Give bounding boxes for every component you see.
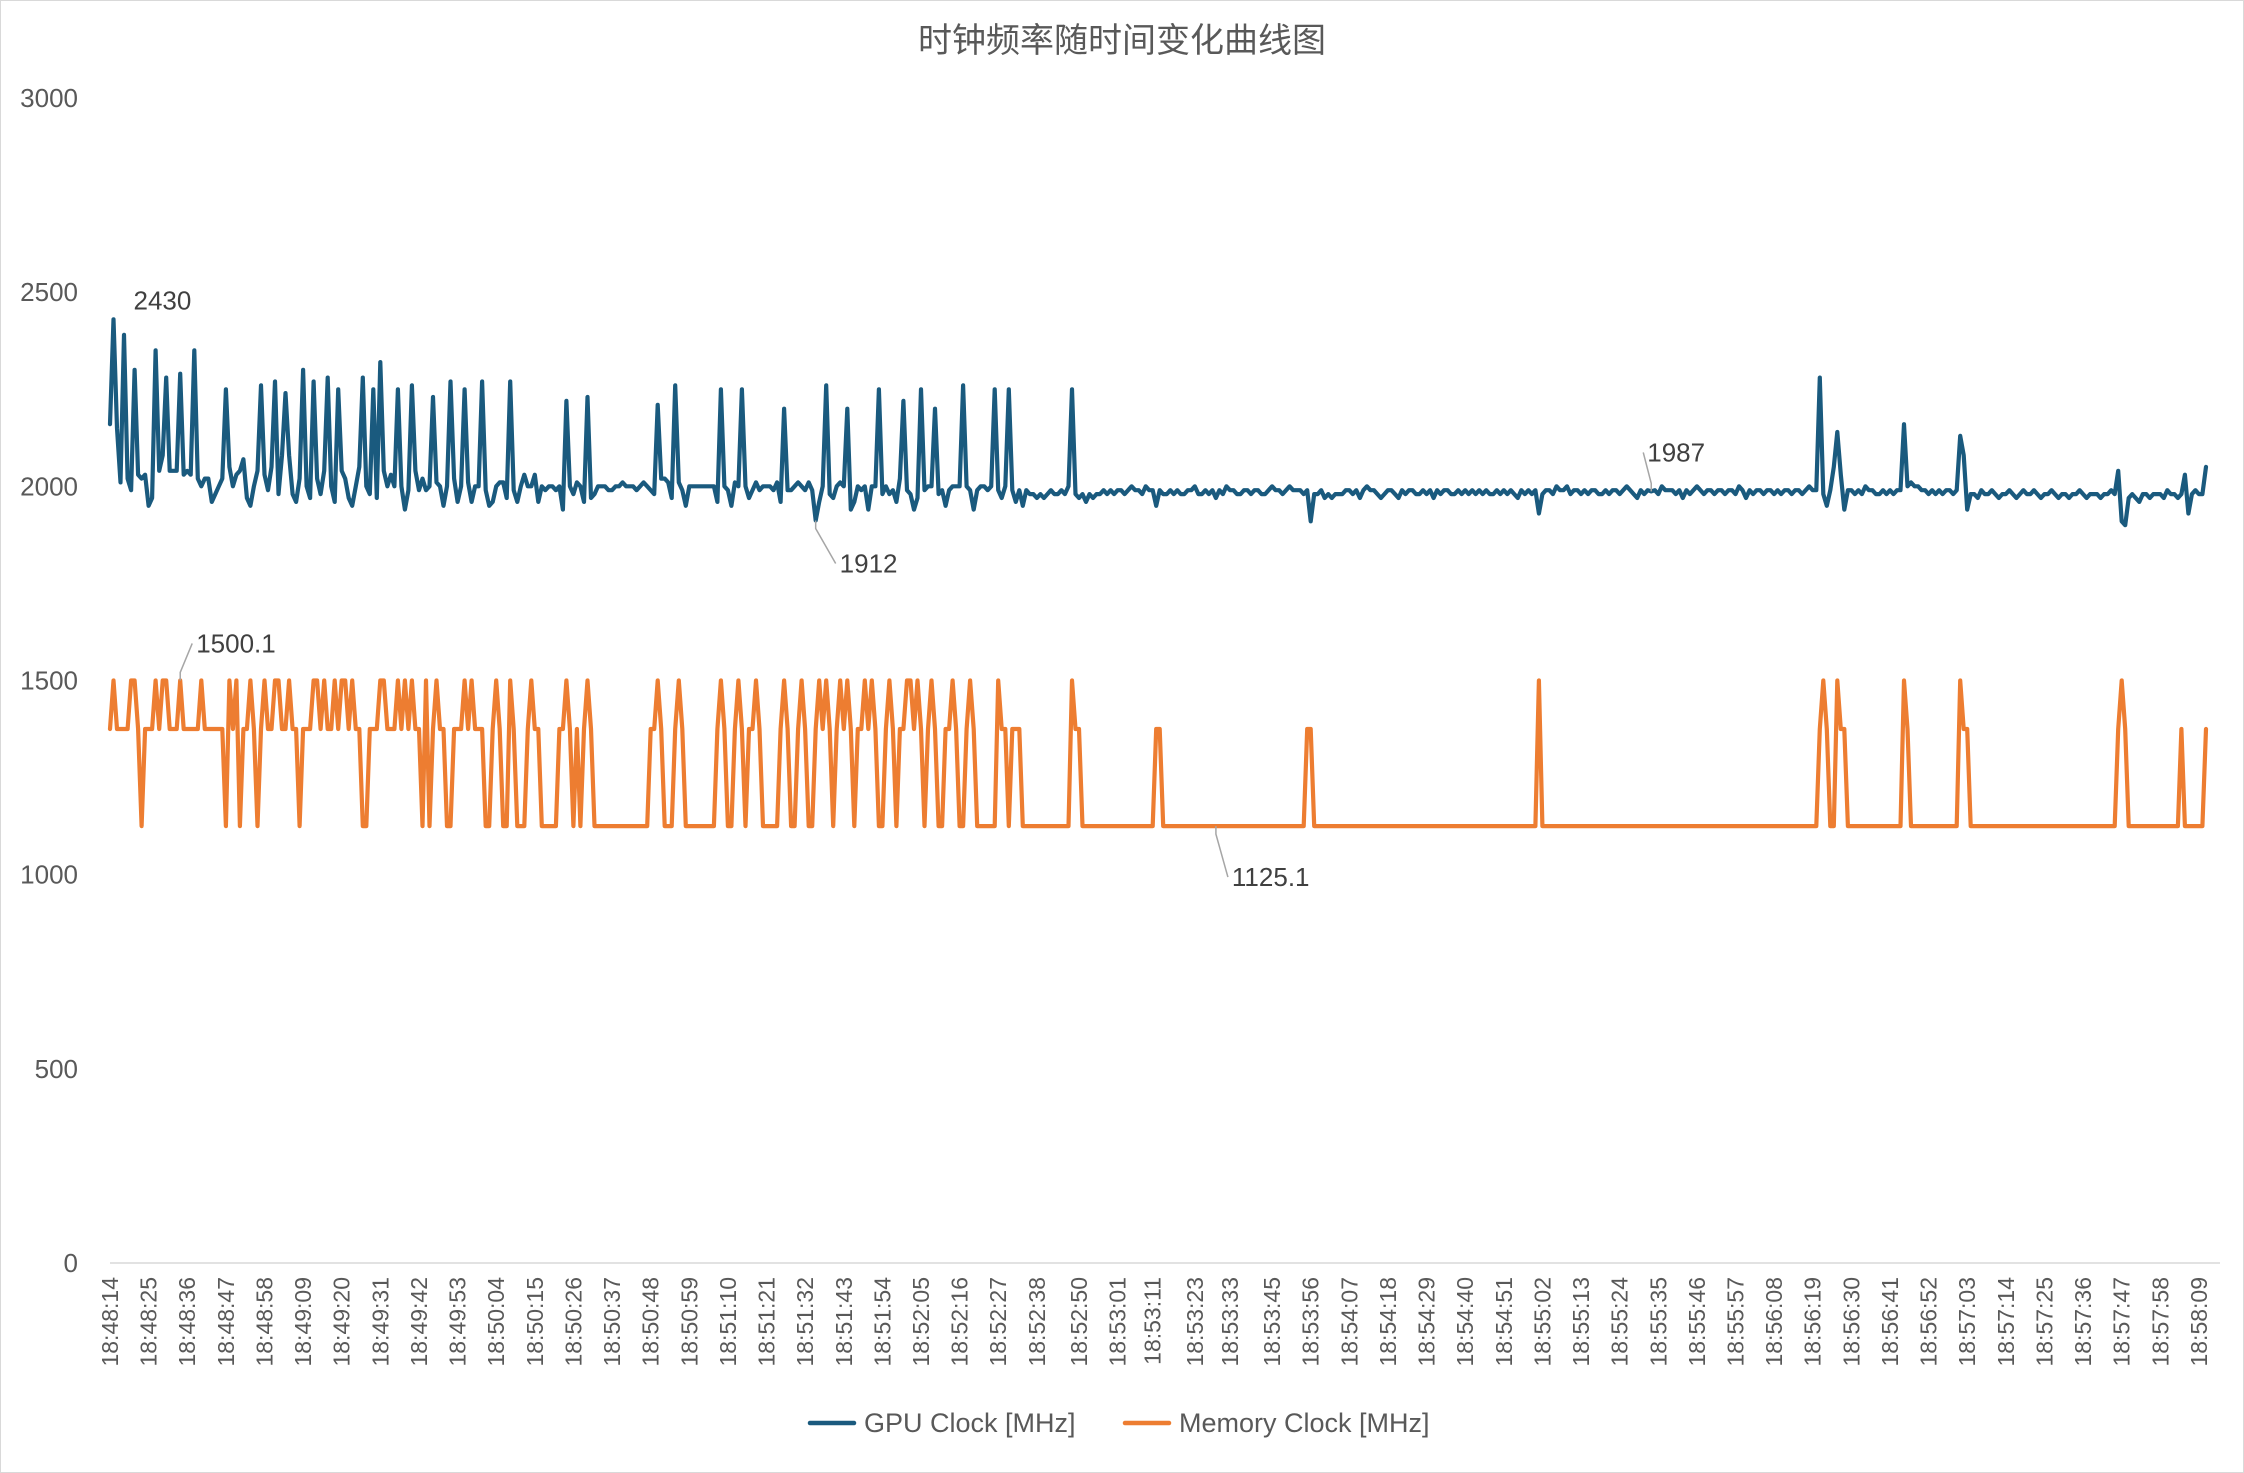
x-tick-label: 18:50:04	[483, 1277, 509, 1367]
x-tick-label: 18:54:07	[1336, 1277, 1362, 1367]
legend-label-memory-clock: Memory Clock [MHz]	[1179, 1408, 1430, 1438]
x-tick-label: 18:51:21	[754, 1277, 780, 1367]
x-tick-label: 18:48:25	[136, 1277, 162, 1367]
y-tick-label: 0	[64, 1248, 78, 1278]
x-tick-label: 18:54:40	[1452, 1277, 1478, 1367]
x-tick-label: 18:57:14	[1993, 1277, 2019, 1367]
x-tick-label: 18:48:47	[213, 1277, 239, 1367]
x-tick-label: 18:54:51	[1491, 1277, 1517, 1367]
legend: GPU Clock [MHz] Memory Clock [MHz]	[807, 1408, 1430, 1438]
x-tick-label: 18:50:37	[599, 1277, 625, 1367]
x-tick-label: 18:58:09	[2186, 1277, 2212, 1367]
x-tick-label: 18:53:56	[1298, 1277, 1324, 1367]
y-axis: 0 500 1000 1500 2000 2500 3000	[20, 83, 78, 1278]
x-tick-label: 18:55:24	[1607, 1277, 1633, 1367]
x-tick-label: 18:51:32	[792, 1277, 818, 1367]
x-tick-label: 18:55:57	[1723, 1277, 1749, 1367]
x-tick-label: 18:55:46	[1684, 1277, 1710, 1367]
y-tick-label: 2500	[20, 277, 78, 307]
x-tick-label: 18:51:43	[831, 1277, 857, 1367]
legend-label-gpu-clock: GPU Clock [MHz]	[864, 1408, 1076, 1438]
x-tick-label: 18:55:02	[1529, 1277, 1555, 1367]
x-tick-label: 18:56:52	[1916, 1277, 1942, 1367]
x-tick-label: 18:53:45	[1259, 1277, 1285, 1367]
data-label: 1987	[1647, 437, 1705, 467]
x-tick-label: 18:49:53	[445, 1277, 471, 1367]
x-tick-label: 18:52:50	[1066, 1277, 1092, 1367]
y-tick-label: 1000	[20, 860, 78, 890]
x-tick-label: 18:57:36	[2070, 1277, 2096, 1367]
x-tick-label: 18:53:11	[1140, 1277, 1166, 1365]
x-tick-label: 18:57:03	[1954, 1277, 1980, 1367]
x-tick-label: 18:56:08	[1761, 1277, 1787, 1367]
x-tick-label: 18:48:36	[174, 1277, 200, 1367]
x-tick-label: 18:52:38	[1024, 1277, 1050, 1367]
data-label-layer: 2430 1912 1987 1500.1 1125.1	[134, 285, 1706, 892]
x-tick-label: 18:57:25	[2031, 1277, 2057, 1367]
data-label: 1125.1	[1232, 862, 1310, 892]
y-tick-label: 2000	[20, 471, 78, 501]
x-tick-label: 18:48:14	[97, 1277, 123, 1367]
x-tick-label: 18:52:27	[985, 1277, 1011, 1367]
x-tick-label: 18:55:35	[1645, 1277, 1671, 1367]
x-tick-label: 18:56:41	[1877, 1277, 1903, 1367]
x-tick-label: 18:49:31	[367, 1277, 393, 1367]
x-tick-label: 18:50:48	[638, 1277, 664, 1367]
x-tick-label: 18:53:23	[1182, 1277, 1208, 1367]
x-tick-label: 18:51:54	[869, 1277, 895, 1367]
x-tick-label: 18:55:13	[1568, 1277, 1594, 1367]
x-tick-label: 18:50:26	[560, 1277, 586, 1367]
x-tick-label: 18:52:05	[908, 1277, 934, 1367]
x-tick-label: 18:52:16	[947, 1277, 973, 1367]
x-tick-label: 18:54:29	[1414, 1277, 1440, 1367]
data-label: 1912	[840, 549, 898, 579]
x-tick-label: 18:51:10	[715, 1277, 741, 1367]
series-line-memory-clock	[107, 678, 2209, 829]
x-tick-label: 18:49:42	[406, 1277, 432, 1367]
x-tick-label: 18:56:19	[1800, 1277, 1826, 1367]
x-tick-label: 18:53:33	[1217, 1277, 1243, 1367]
x-tick-label: 18:54:18	[1375, 1277, 1401, 1367]
data-label-leader	[1642, 452, 1652, 492]
x-tick-label: 18:49:20	[329, 1277, 355, 1367]
x-tick-label: 18:49:09	[290, 1277, 316, 1367]
y-tick-label: 1500	[20, 666, 78, 696]
data-label: 2430	[134, 285, 192, 315]
data-label: 1500.1	[196, 628, 276, 658]
data-label-leader	[1215, 826, 1229, 878]
x-tick-label: 18:53:01	[1105, 1277, 1131, 1367]
y-tick-label: 500	[35, 1054, 78, 1084]
x-tick-label: 18:57:58	[2147, 1277, 2173, 1367]
series-line-gpu-clock	[107, 317, 2209, 528]
series-layer	[107, 317, 2209, 829]
chart-title: 时钟频率随时间变化曲线图	[918, 21, 1326, 61]
x-tick-label: 18:57:47	[2109, 1277, 2135, 1367]
data-label-leader	[179, 643, 193, 681]
x-axis: 18:48:14 18:48:25 18:48:36 18:48:47 18:48:58…	[97, 1262, 2220, 1367]
x-tick-label: 18:50:15	[522, 1277, 548, 1367]
y-tick-label: 3000	[20, 83, 78, 113]
x-tick-label: 18:48:58	[251, 1277, 277, 1367]
data-label-leader	[814, 520, 837, 564]
x-tick-label: 18:50:59	[676, 1277, 702, 1367]
x-tick-label: 18:56:30	[1838, 1277, 1864, 1367]
